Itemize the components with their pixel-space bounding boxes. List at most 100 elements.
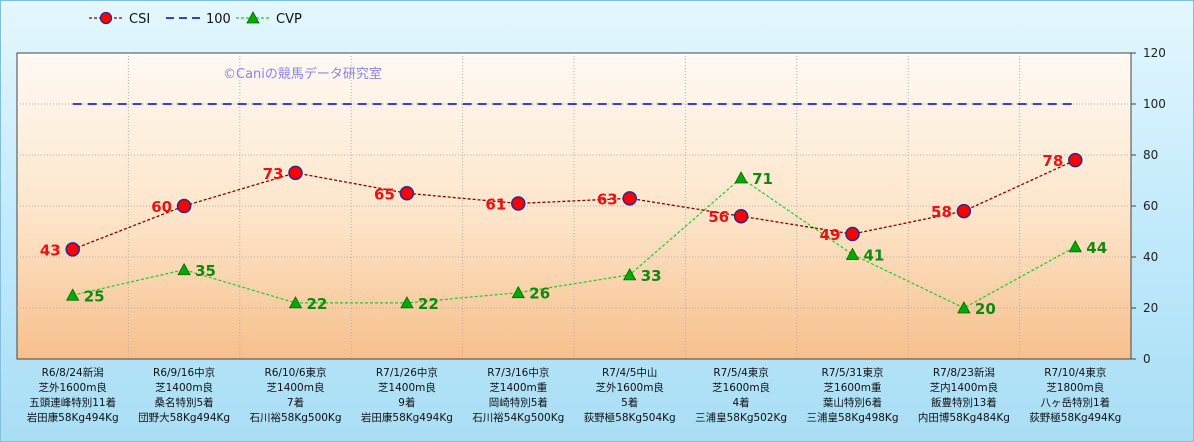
csi-data-label: 63	[597, 190, 618, 208]
x-tick-label-line: R7/1/26中京	[376, 366, 438, 379]
cvp-data-label: 26	[529, 285, 550, 303]
x-tick-label-line: R7/8/23新潟	[933, 366, 995, 379]
csi-data-label: 49	[820, 226, 841, 244]
csi-point	[399, 186, 415, 201]
cvp-point	[66, 288, 80, 301]
csi-data-label: 61	[485, 195, 506, 213]
legend-label-100: 100	[206, 12, 231, 27]
y-tick-label: 40	[1143, 250, 1158, 264]
x-tick-label-line: 葉山特別6着	[823, 396, 882, 409]
x-tick-label-line: R7/3/16中京	[487, 366, 549, 379]
x-tick-label-line: R7/5/31東京	[821, 366, 883, 379]
cvp-point	[177, 262, 191, 276]
csi-data-label: 43	[40, 241, 61, 259]
legend-marker-csi	[99, 11, 113, 25]
x-tick-label-line: R6/8/24新潟	[42, 366, 104, 379]
x-tick-label-line: 芝1400m良	[267, 381, 325, 394]
x-tick-label-line: 芝1400m重	[489, 381, 547, 394]
x-tick-label-line: 岩田康58Kg494Kg	[361, 411, 453, 424]
legend: CSI 100 CVP	[89, 11, 302, 27]
watermark: ©Caniの競馬データ研究室	[223, 66, 382, 82]
x-axis: R6/8/24新潟芝外1600m良五頭連峰特別11着岩田康58Kg494KgR6…	[27, 366, 1122, 424]
x-tick-label-line: 三浦皇58Kg498Kg	[806, 411, 898, 424]
csi-point	[1068, 152, 1083, 168]
x-tick-label-line: 芝1600m重	[824, 381, 882, 394]
x-tick-label-line: 五頭連峰特別11着	[29, 396, 116, 409]
x-tick-label-line: R6/9/16中京	[153, 366, 215, 379]
x-tick-label-line: 内田博58Kg484Kg	[918, 411, 1010, 424]
x-tick-label-line: 八ヶ岳特別1着	[1040, 396, 1110, 409]
x-tick-label-line: 団野大58Kg494Kg	[138, 411, 230, 424]
cvp-data-label: 35	[195, 262, 216, 280]
y-tick-label: 120	[1143, 46, 1166, 60]
x-tick-label-line: 9着	[398, 396, 415, 409]
x-tick-label-line: 7着	[287, 396, 304, 409]
x-tick-label-line: 芝外1600m良	[595, 381, 663, 394]
x-tick-label-line: 荻野極58Kg494Kg	[1029, 411, 1121, 424]
x-tick-label-line: R7/4/5中山	[602, 366, 657, 379]
x-tick-label-line: 飯豊特別13着	[931, 396, 997, 409]
csi-data-label: 65	[374, 185, 395, 203]
x-tick-label-line: 岡崎特別5着	[489, 396, 548, 409]
csi-data-label: 78	[1042, 152, 1063, 170]
csi-point	[845, 226, 860, 242]
cvp-point	[957, 301, 971, 314]
csi-point	[176, 198, 192, 214]
cvp-point	[845, 247, 860, 260]
y-tick-label: 60	[1143, 199, 1158, 213]
x-tick-label-line: 荻野極58Kg504Kg	[584, 411, 676, 424]
cvp-point	[1068, 239, 1082, 253]
series-line-cvp	[72, 177, 1076, 309]
x-tick-label-line: R7/10/4東京	[1044, 366, 1106, 379]
csi-data-label: 73	[263, 165, 284, 183]
y-tick-label: 20	[1143, 301, 1158, 315]
x-tick-label-line: 5着	[621, 396, 638, 409]
x-tick-label-line: 芝1400m良	[378, 381, 436, 394]
cvp-data-label: 41	[864, 246, 885, 264]
cvp-data-label: 20	[975, 300, 996, 318]
x-tick-label-line: R7/5/4東京	[713, 366, 768, 379]
legend-label-csi: CSI	[129, 12, 150, 27]
legend-marker-cvp	[246, 11, 260, 24]
x-tick-label-line: 4着	[733, 396, 750, 409]
x-tick-label-line: 石川裕58Kg500Kg	[249, 411, 341, 424]
x-tick-label-line: 芝1600m良	[712, 381, 770, 394]
series-group: 25 35 22 22 26 33 71 41 20 44 43 60 73 65 61 63 56 49 58 78	[40, 103, 1107, 318]
legend-label-cvp: CVP	[276, 12, 302, 27]
x-tick-label-line: 三浦皇58Kg502Kg	[695, 411, 787, 424]
cvp-point	[623, 268, 637, 281]
cvp-point	[734, 171, 748, 184]
y-tick-label: 0	[1143, 352, 1151, 366]
csi-point	[733, 208, 749, 224]
x-tick-label-line: 芝内1400m良	[930, 381, 998, 394]
cvp-point	[400, 296, 414, 309]
x-tick-label-line: 桑名特別5着	[155, 396, 214, 409]
csi-point	[511, 196, 526, 211]
csi-data-label: 60	[151, 198, 172, 216]
y-tick-label: 80	[1143, 148, 1158, 162]
x-tick-label-line: 岩田康58Kg494Kg	[27, 411, 119, 424]
csi-point	[956, 203, 972, 219]
cvp-point	[511, 285, 525, 299]
csi-point	[288, 165, 303, 181]
cvp-point	[288, 296, 303, 309]
csi-point	[622, 191, 637, 206]
x-tick-label-line: 石川裕54Kg500Kg	[472, 411, 564, 424]
x-tick-label-line: R6/10/6東京	[264, 366, 326, 379]
cvp-data-label: 22	[418, 295, 439, 313]
csi-data-label: 56	[708, 208, 729, 226]
y-axis: 0 20 40 60 80 100 120	[1131, 46, 1166, 366]
x-tick-label-line: 芝外1600m良	[38, 381, 106, 394]
